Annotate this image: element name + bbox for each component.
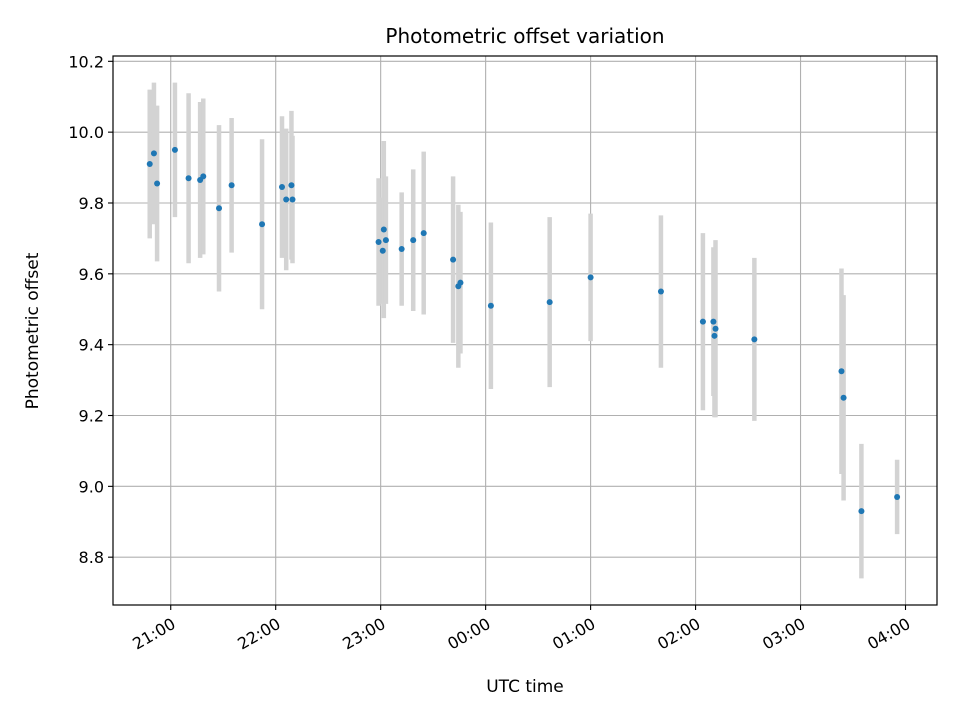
data-point [229, 182, 235, 188]
data-point [858, 508, 864, 514]
data-point [838, 368, 844, 374]
data-point [186, 175, 192, 181]
y-tick-label: 10.2 [68, 52, 104, 71]
data-point [841, 395, 847, 401]
data-point [259, 221, 265, 227]
data-point [172, 147, 178, 153]
data-point [383, 237, 389, 243]
figure-background [0, 0, 960, 720]
y-tick-label: 9.0 [79, 477, 104, 496]
y-tick-label: 8.8 [79, 548, 104, 567]
y-tick-label: 9.4 [79, 336, 104, 355]
data-point [200, 173, 206, 179]
y-tick-label: 9.8 [79, 194, 104, 213]
data-point [658, 289, 664, 295]
data-point [450, 257, 456, 263]
data-point [279, 184, 285, 190]
data-point [894, 494, 900, 500]
data-point [710, 319, 716, 325]
data-point [713, 326, 719, 332]
data-point [399, 246, 405, 252]
data-point [289, 196, 295, 202]
y-axis-title: Photometric offset [23, 252, 43, 409]
data-point [288, 182, 294, 188]
y-tick-label: 10.0 [68, 123, 104, 142]
data-point [216, 205, 222, 211]
x-axis-title: UTC time [486, 677, 564, 697]
data-point [154, 181, 160, 187]
data-point [751, 336, 757, 342]
data-point [588, 274, 594, 280]
data-point [547, 299, 553, 305]
y-tick-label: 9.2 [79, 407, 104, 426]
chart: 21:00 22:00 23:00 00:00 01:00 02:00 03:00 04:00… [0, 0, 960, 720]
data-point [376, 239, 382, 245]
data-point [421, 230, 427, 236]
data-point [151, 150, 157, 156]
data-point [711, 333, 717, 339]
chart-title: Photometric offset variation [385, 24, 664, 48]
data-point [457, 280, 463, 286]
data-point [283, 196, 289, 202]
y-tick-label: 9.6 [79, 265, 104, 284]
data-point [700, 319, 706, 325]
data-point [147, 161, 153, 167]
data-point [381, 227, 387, 233]
data-point [410, 237, 416, 243]
data-point [380, 248, 386, 254]
data-point [488, 303, 494, 309]
